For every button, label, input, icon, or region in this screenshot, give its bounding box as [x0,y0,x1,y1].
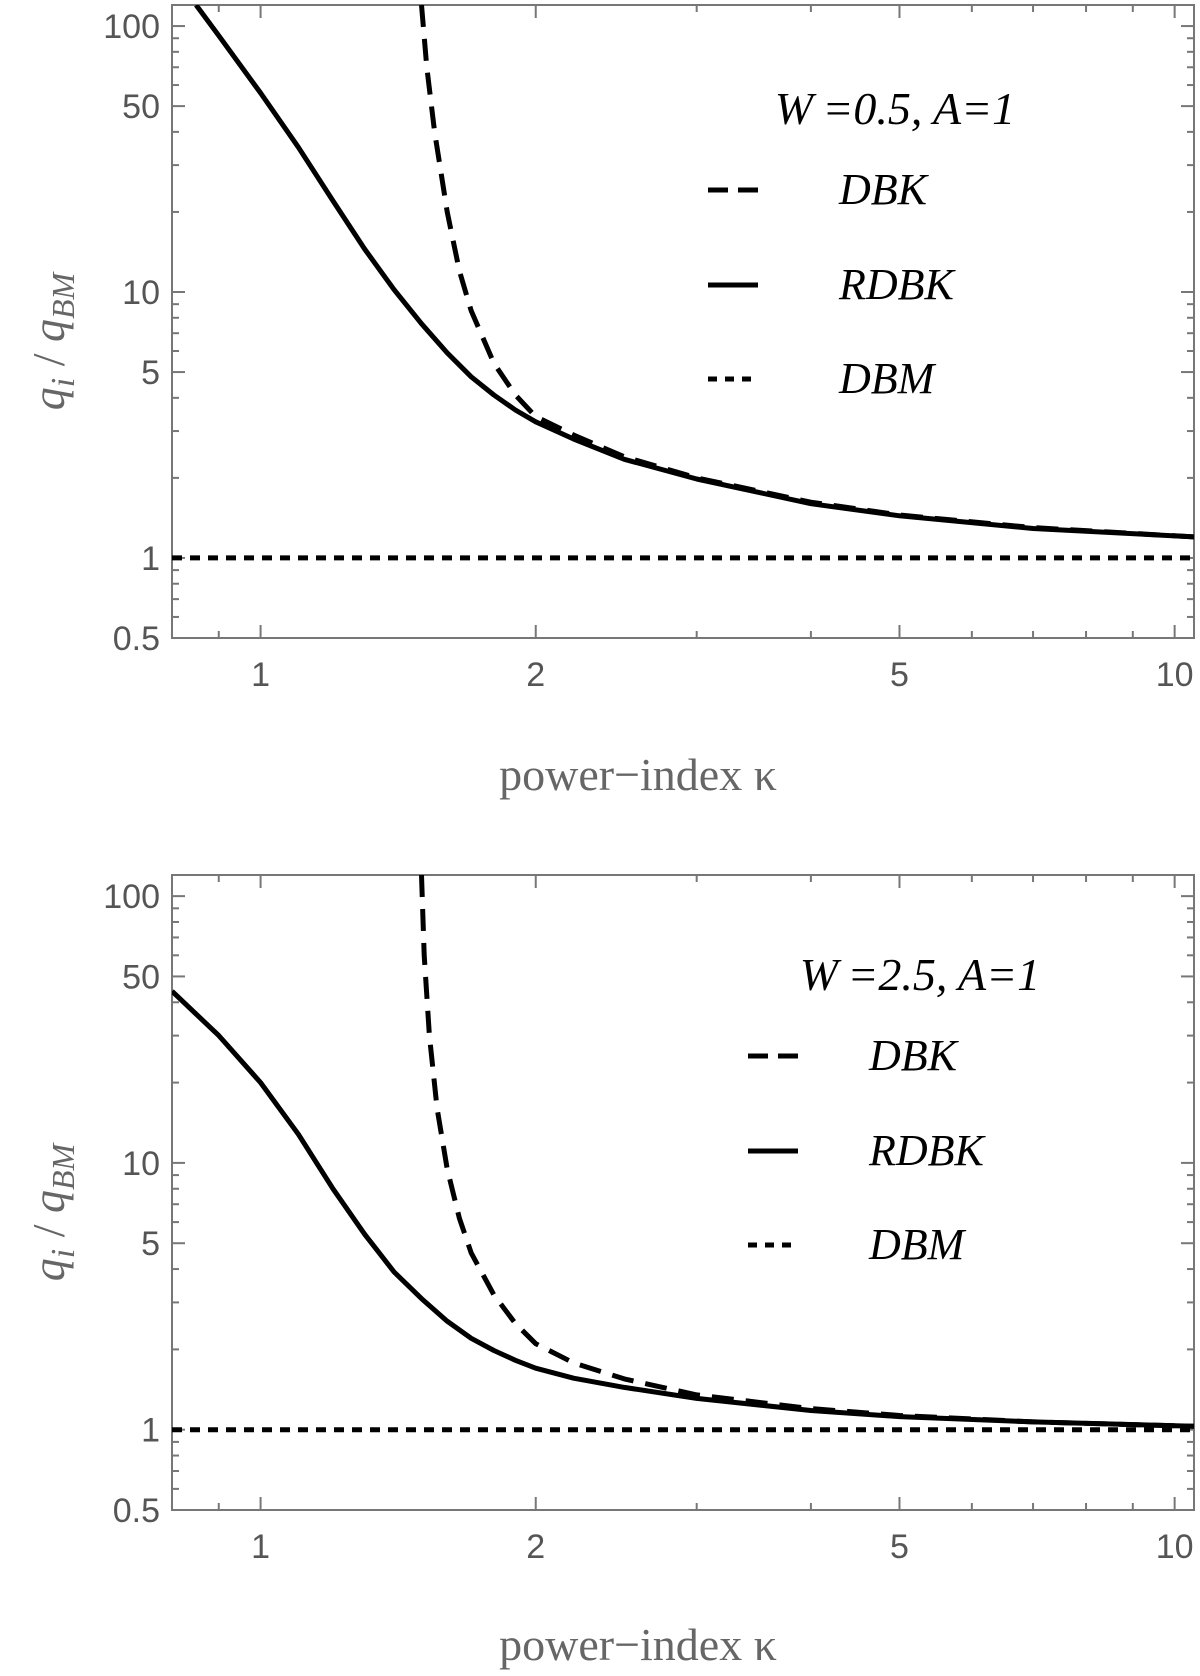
y-tick-label: 50 [122,88,160,126]
plot-frame [171,4,1195,639]
legend-title: W =0.5, A=1 [775,83,1015,134]
legend-label-dbm: DBM [868,1220,967,1269]
y-tick-label: 1 [141,1412,160,1450]
x-tick-label: 2 [526,1528,545,1566]
legend-label-dbk: DBK [868,1031,960,1080]
y-axis-title-part: / [23,1213,74,1249]
x-axis-title: power−index κ [499,749,777,800]
y-axis-title-part: q [23,1258,74,1281]
y-tick-label: 50 [122,958,160,996]
series-dbk-line [419,875,1194,1429]
legend: W =2.5, A=1 DBK RDBK DBM [748,949,1040,1269]
series-group [172,875,1194,1433]
y-axis-title-part: BM [45,1141,81,1190]
y-tick-label: 0.5 [113,620,160,658]
y-tick-label: 5 [141,354,160,392]
y-axis-title-part: q [23,319,74,342]
series-rdbk-line [172,989,1194,1429]
legend-label-rdbk: RDBK [838,260,957,309]
x-tick-label: 5 [890,656,909,694]
x-tick-label: 1 [251,1528,270,1566]
x-tick-label: 10 [1156,656,1194,694]
series-group [172,5,1194,561]
plot-frame [171,874,1195,1511]
x-axis-title: power−index κ [499,1619,777,1670]
y-tick-label: 10 [122,1145,160,1183]
y-axis-title: qi / qBM [23,270,82,410]
y-axis-title-part: / [23,342,74,378]
x-tick-label: 10 [1156,1528,1194,1566]
y-tick-label: 0.5 [113,1492,160,1530]
legend: W =0.5, A=1 DBK RDBK DBM [708,83,1015,403]
y-axis-title-part: q [23,1190,74,1213]
y-tick-label: 5 [141,1225,160,1263]
y-axis-title-part: BM [45,270,81,319]
y-tick-label: 10 [122,274,160,312]
y-tick-label: 100 [103,8,160,46]
y-tick-label: 100 [103,878,160,916]
y-axis-title-part: i [45,378,82,387]
y-axis-title-part: q [23,387,74,410]
x-tick-label: 1 [251,656,270,694]
x-tick-label: 5 [890,1528,909,1566]
legend-label-dbk: DBK [838,165,930,214]
y-tick-label: 1 [141,540,160,578]
y-axis-title-part: i [45,1249,82,1258]
legend-label-rdbk: RDBK [868,1126,987,1175]
legend-label-dbm: DBM [838,354,937,403]
legend-title: W =2.5, A=1 [800,949,1040,1000]
series-rdbk-line [194,5,1194,540]
y-axis-title: qi / qBM [23,1141,82,1281]
x-tick-label: 2 [526,656,545,694]
